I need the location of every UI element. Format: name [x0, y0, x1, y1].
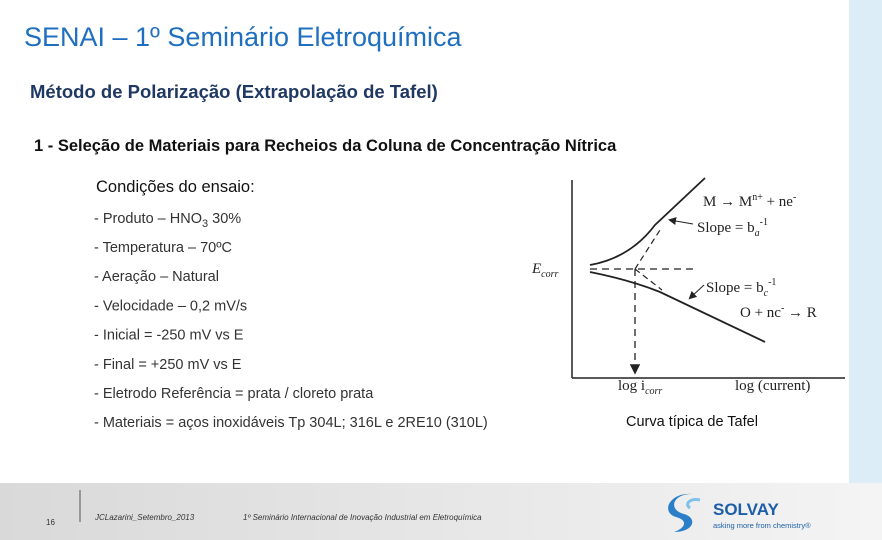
title: SENAI – 1º Seminário Eletroquímica [24, 22, 463, 52]
subscript: a [755, 228, 760, 239]
text: M → M [703, 194, 752, 210]
footer-band [0, 483, 882, 540]
condition-item: - Temperatura – 70ºC [94, 240, 232, 256]
subscript: corr [645, 386, 662, 397]
subscript: 3 [202, 218, 208, 230]
cathodic-reaction: O + nc- → R [740, 303, 817, 321]
anodic-slope: Slope = ba-1 [697, 217, 768, 239]
icorr-label: log icorr [618, 378, 662, 397]
condition-item: - Velocidade – 0,2 mV/s [94, 298, 247, 314]
x-axis-label: log (current) [735, 378, 810, 394]
superscript: -1 [768, 277, 776, 288]
superscript: - [781, 303, 784, 314]
cathodic-slope: Slope = bc-1 [706, 277, 776, 299]
text: → R [784, 305, 817, 321]
condition-item: - Aeração – Natural [94, 269, 219, 285]
text: E [531, 261, 541, 277]
conditions-title: Condições do ensaio: [96, 178, 255, 196]
condition-item: - Eletrodo Referência = prata / cloreto … [94, 386, 374, 402]
superscript: n+ [752, 192, 763, 203]
superscript: - [793, 192, 796, 203]
text: 30% [208, 211, 241, 227]
brand-tagline: asking more from chemistry® [713, 521, 811, 530]
page-number: 16 [46, 518, 55, 527]
text: Slope = b [697, 220, 755, 236]
subscript: c [764, 288, 769, 299]
anodic-reaction: M → Mn+ + ne- [703, 192, 796, 210]
side-stripe [849, 0, 882, 483]
subscript: corr [541, 269, 558, 280]
figure-caption: Curva típica de Tafel [626, 414, 758, 430]
text: O + nc [740, 305, 781, 321]
section-heading: 1 - Seleção de Materiais para Recheios d… [34, 137, 617, 155]
superscript: -1 [760, 217, 768, 228]
condition-item: - Materiais = aços inoxidáveis Tp 304L; … [94, 415, 488, 431]
footer-event: 1º Seminário Internacional de Inovação I… [243, 513, 482, 522]
product-item: - Produto – HNO3 30% [94, 211, 241, 230]
tafel-diagram [571, 177, 845, 379]
text: Slope = b [706, 280, 764, 296]
solvay-logo [668, 493, 701, 532]
brand-name: SOLVAY [713, 500, 779, 519]
text: + ne [763, 194, 793, 210]
text: - Produto – HNO [94, 211, 202, 227]
text: log i [618, 378, 645, 394]
condition-item: - Inicial = -250 mV vs E [94, 328, 244, 344]
condition-item: - Final = +250 mV vs E [94, 357, 242, 373]
subtitle: Método de Polarização (Extrapolação de T… [30, 81, 438, 102]
footer-author: JCLazarini_Setembro_2013 [94, 513, 195, 522]
ecorr-label: Ecorr [531, 261, 559, 280]
